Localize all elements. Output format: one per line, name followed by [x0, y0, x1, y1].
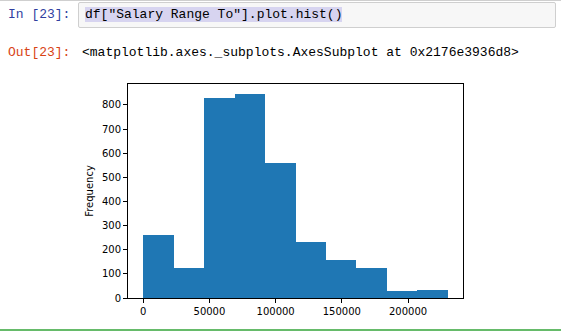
svg-text:200: 200	[102, 244, 121, 255]
html-text:<matplotlib.axes._subplots.Axe: <matplotlib.axes._subplots.AxesSubplot a…	[82, 45, 519, 60]
svg-text:Frequency: Frequency	[84, 165, 95, 217]
svg-text:800: 800	[102, 99, 121, 110]
svg-text:400: 400	[102, 196, 121, 207]
svg-text:100: 100	[102, 268, 121, 279]
svg-text:600: 600	[102, 148, 121, 159]
svg-text:0: 0	[115, 293, 121, 304]
svg-text:0: 0	[140, 306, 146, 317]
html-text:Out[23]:: Out[23]:	[8, 45, 71, 60]
html-text:In [23]:: In [23]:	[8, 7, 71, 22]
svg-text:150000: 150000	[323, 306, 361, 317]
svg-text:50000: 50000	[194, 306, 226, 317]
html-text:df["Salary Range To"].plot.his: df["Salary Range To"].plot.hist()	[85, 7, 343, 22]
svg-text:100000: 100000	[257, 306, 295, 317]
svg-text:700: 700	[102, 124, 121, 135]
svg-text:200000: 200000	[389, 306, 427, 317]
svg-text:500: 500	[102, 172, 121, 183]
svg-text:300: 300	[102, 220, 121, 231]
